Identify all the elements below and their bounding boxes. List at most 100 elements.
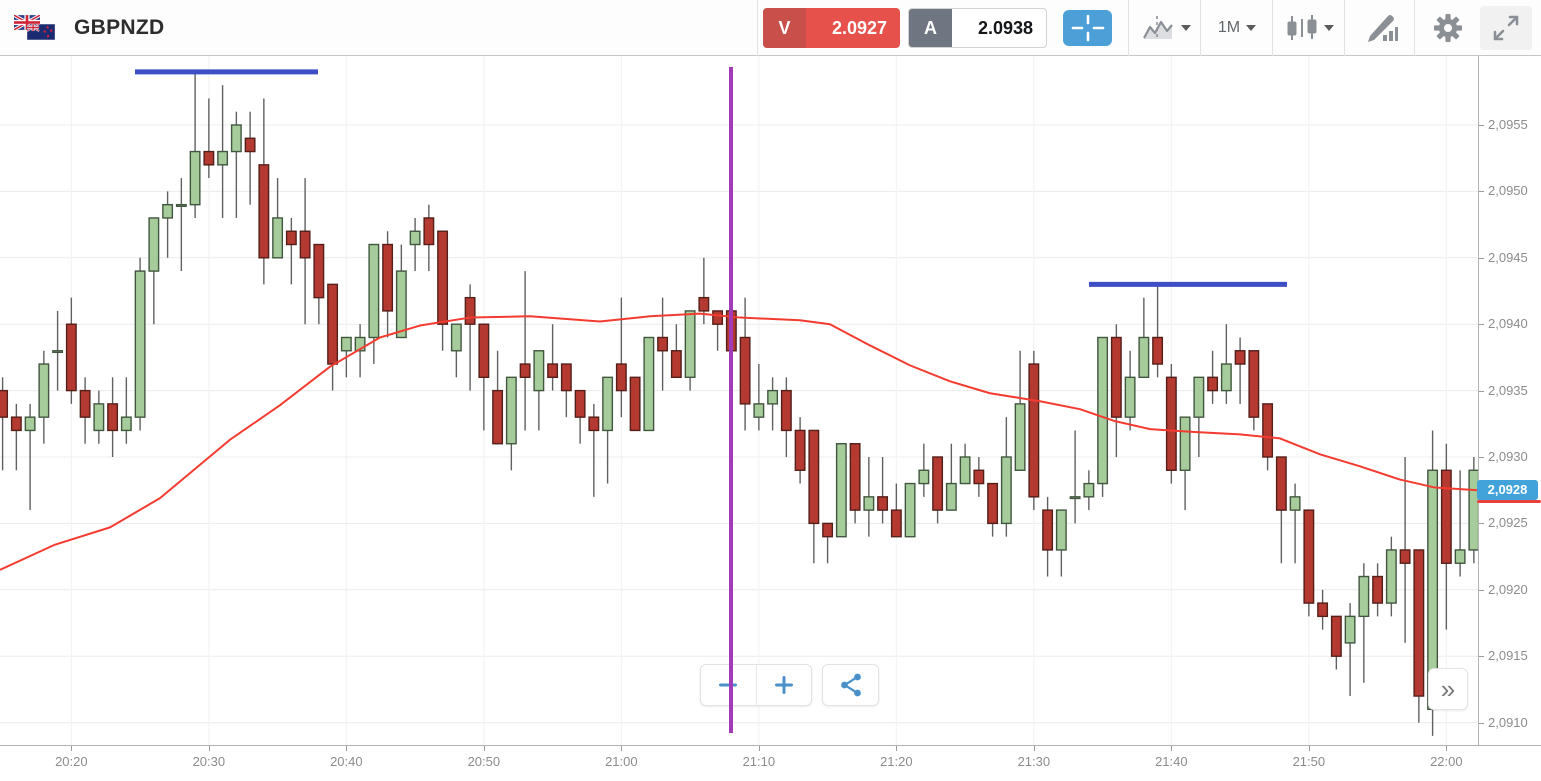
candle-down	[65, 323, 77, 392]
buy-label: A	[909, 9, 952, 47]
time-axis-tick	[1171, 746, 1173, 751]
candle-down	[1110, 336, 1122, 418]
candle-up	[945, 482, 957, 511]
time-axis-label: 21:00	[605, 754, 638, 769]
timeframe-label: 1M	[1217, 19, 1241, 36]
candle-up	[175, 203, 187, 207]
chart-type-button[interactable]	[1278, 8, 1342, 48]
time-axis[interactable]: 20:20 20:30 20:40 20:50 21:00 21:10 21:20 21:30…	[0, 745, 1541, 781]
sell-button[interactable]: V 2.0927	[763, 8, 900, 48]
chevron-down-icon	[1246, 25, 1257, 31]
candle-up	[217, 150, 229, 166]
toolbar: GBPNZD V 2.0927 A 2.0938	[0, 0, 1541, 56]
crosshair-tool-button[interactable]	[1063, 10, 1112, 46]
share-button[interactable]	[822, 664, 879, 706]
candlestick-chart[interactable]	[0, 56, 1478, 745]
zoom-in-button[interactable]	[757, 665, 812, 705]
price-axis-tick	[1479, 324, 1484, 326]
drawings-layer	[135, 69, 1287, 287]
candle-down	[1262, 403, 1274, 458]
candle-down	[615, 363, 627, 392]
price-axis-tick	[1479, 257, 1484, 259]
candle-up	[1138, 336, 1150, 379]
share-icon	[840, 673, 861, 697]
candle-up	[52, 350, 64, 354]
time-axis-tick	[1308, 746, 1310, 751]
minus-icon	[719, 683, 738, 687]
price-axis-label: 2,0950	[1488, 183, 1528, 199]
candle-up	[959, 456, 971, 485]
fullscreen-button[interactable]	[1480, 6, 1532, 50]
time-axis-tick	[896, 746, 898, 751]
candle-down	[574, 389, 586, 418]
time-axis-tick	[71, 746, 73, 751]
candle-down	[1207, 376, 1219, 392]
candle-down	[107, 403, 119, 432]
candle-up	[134, 270, 146, 418]
candle-up	[753, 403, 765, 418]
price-axis-label: 2,0910	[1488, 714, 1528, 730]
candle-down	[588, 416, 600, 432]
time-axis-label: 21:50	[1292, 754, 1326, 769]
timeframe-button[interactable]: 1M	[1206, 8, 1268, 48]
price-axis-label: 2,0940	[1488, 316, 1528, 332]
candle-up	[189, 150, 201, 206]
candle-down	[822, 522, 834, 538]
time-axis-label: 21:20	[880, 754, 913, 769]
drawing-tools-button[interactable]	[1352, 8, 1412, 48]
candle-up	[1344, 615, 1356, 644]
candle-up	[863, 496, 875, 511]
price-axis-label: 2,0955	[1488, 117, 1528, 132]
candle-down	[1440, 469, 1452, 564]
last-price-value: 2,0928	[1487, 482, 1528, 498]
sell-price: 2.0927	[806, 8, 900, 48]
candle-up	[533, 350, 545, 392]
candle-down	[1399, 549, 1411, 564]
price-axis-tick	[1479, 390, 1484, 392]
price-axis-label: 2,0935	[1488, 382, 1528, 398]
candle-down	[932, 456, 944, 511]
candle-down	[478, 323, 490, 379]
zoom-controls	[700, 664, 812, 706]
gear-icon	[1434, 14, 1462, 42]
candle-up	[1014, 403, 1026, 471]
candle-down	[382, 243, 394, 312]
candle-down	[849, 443, 861, 511]
candle-down	[313, 243, 325, 299]
candle-down	[670, 350, 682, 379]
moving-average-line	[0, 312, 1478, 571]
candle-down	[1372, 575, 1384, 604]
candle-down	[794, 429, 806, 471]
expand-icon	[1493, 15, 1519, 41]
candle-down	[423, 217, 435, 246]
time-axis-tick	[758, 746, 760, 751]
candle-down	[258, 164, 270, 259]
price-axis[interactable]: 2,0955 2,0950 2,0945 2,0940 2,0935 2,0930 2,09…	[1478, 56, 1541, 745]
candle-down	[1317, 602, 1329, 618]
settings-button[interactable]	[1422, 8, 1474, 48]
candle-down	[0, 389, 9, 418]
candle-down	[657, 336, 669, 352]
last-price-badge: 2,0928	[1477, 479, 1538, 500]
candle-down	[1248, 350, 1260, 418]
price-axis-tick	[1479, 191, 1484, 193]
compare-chart-button[interactable]	[1136, 8, 1196, 48]
candle-up	[1220, 363, 1232, 392]
scroll-to-latest-button[interactable]: »	[1428, 668, 1468, 710]
candle-up	[395, 270, 407, 339]
candle-up	[120, 416, 132, 432]
candle-down	[10, 416, 22, 432]
candle-up	[450, 323, 462, 352]
buy-button[interactable]: A 2.0938	[908, 8, 1047, 48]
candle-up	[602, 376, 614, 432]
candle-down	[327, 283, 339, 365]
currency-pair-flags	[14, 11, 66, 45]
candle-down	[299, 230, 311, 259]
candle-down	[285, 230, 297, 246]
candle-up	[643, 336, 655, 432]
vertical-line-drawing[interactable]	[729, 67, 733, 733]
zoom-out-button[interactable]	[701, 665, 757, 705]
double-chevron-right-icon: »	[1440, 673, 1456, 704]
candle-up	[505, 376, 517, 445]
